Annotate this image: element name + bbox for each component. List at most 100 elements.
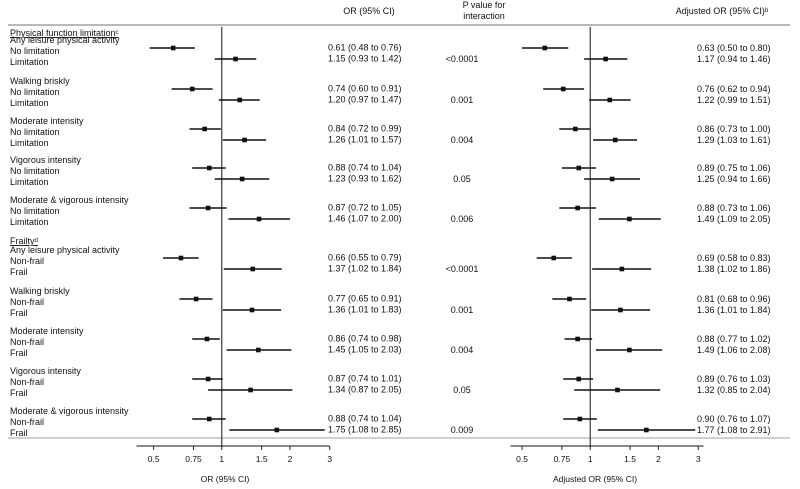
or-value: 1.36 (1.01 to 1.83) [328, 305, 402, 315]
point-estimate-right [576, 165, 582, 171]
point-estimate-left [193, 296, 199, 302]
point-estimate-left [205, 376, 211, 382]
row-label: Limitation [10, 57, 49, 67]
p-value: 0.05 [453, 385, 471, 395]
right-tick-label: 0.5 [516, 454, 528, 464]
point-estimate-right [615, 387, 620, 393]
p-value: <0.0001 [446, 264, 479, 274]
point-estimate-left [239, 176, 245, 182]
or-value: 1.20 (0.97 to 1.47) [328, 95, 402, 105]
point-estimate-right [575, 336, 580, 342]
adjusted-or-value: 0.76 (0.62 to 0.94) [697, 84, 771, 94]
point-estimate-left [249, 307, 255, 313]
p-value: 0.004 [451, 345, 474, 355]
adjusted-or-value: 1.49 (1.06 to 2.08) [697, 345, 771, 355]
right-tick-label: 2 [656, 454, 661, 464]
point-estimate-left [206, 416, 212, 422]
left-tick-label: 2 [288, 454, 293, 464]
or-value: 0.66 (0.55 to 0.79) [328, 253, 402, 263]
point-estimate-right [609, 176, 615, 182]
or-value: 1.46 (1.07 to 2.00) [328, 214, 402, 224]
adjusted-or-value: 0.89 (0.75 to 1.06) [697, 163, 771, 173]
point-estimate-left [248, 387, 253, 393]
or-value: 1.26 (1.01 to 1.57) [328, 135, 402, 145]
point-estimate-right [607, 97, 613, 103]
point-estimate-left [256, 216, 262, 222]
or-value: 0.86 (0.74 to 0.98) [328, 334, 402, 344]
adjusted-or-value: 0.88 (0.77 to 1.02) [697, 334, 771, 344]
point-estimate-left [202, 126, 207, 132]
point-estimate-right [627, 347, 632, 353]
or-value: 1.37 (1.02 to 1.84) [328, 264, 402, 274]
row-label: Limitation [10, 217, 49, 227]
p-value: 0.006 [451, 214, 474, 224]
or-value: 1.23 (0.93 to 1.62) [328, 174, 402, 184]
point-estimate-right [576, 376, 582, 382]
or-value: 0.84 (0.72 to 0.99) [328, 124, 402, 134]
row-label: No limitation [10, 127, 60, 137]
row-label: Non-frail [10, 337, 44, 347]
or-value: 1.75 (1.08 to 2.85) [328, 425, 402, 435]
point-estimate-right [612, 137, 618, 143]
or-value: 1.15 (0.93 to 1.42) [328, 54, 402, 64]
point-estimate-left [274, 427, 280, 433]
point-estimate-right [560, 86, 566, 92]
row-label: Frail [10, 428, 28, 438]
p-column-header-line2: interaction [463, 11, 505, 21]
row-label: No limitation [10, 206, 60, 216]
or-value: 1.45 (1.05 to 2.03) [328, 345, 402, 355]
adjusted-or-value: 1.36 (1.01 to 1.84) [697, 305, 771, 315]
point-estimate-right [627, 216, 632, 222]
group-label: Vigorous intensity [10, 366, 81, 376]
group-label: Vigorous intensity [10, 155, 81, 165]
group-label: Any leisure physical activity [10, 245, 120, 255]
point-estimate-left [204, 336, 210, 342]
point-estimate-left [256, 347, 261, 353]
row-label: Frail [10, 308, 28, 318]
or-value: 0.87 (0.72 to 1.05) [328, 203, 402, 213]
left-tick-label: 0.75 [185, 454, 202, 464]
section-title: Physical function limitationᶜ [10, 28, 119, 38]
adjusted-or-value: 1.38 (1.02 to 1.86) [697, 264, 771, 274]
row-label: Non-frail [10, 377, 44, 387]
adjusted-or-value: 1.17 (0.94 to 1.46) [697, 54, 771, 64]
adjusted-or-value: 0.88 (0.73 to 1.06) [697, 203, 771, 213]
p-value: 0.05 [453, 174, 471, 184]
adjusted-or-value: 1.22 (0.99 to 1.51) [697, 95, 771, 105]
left-axis-label: OR (95% CI) [201, 474, 250, 484]
adjusted-or-value: 0.63 (0.50 to 0.80) [697, 43, 771, 53]
right-tick-label: 1 [588, 454, 593, 464]
right-axis-label: Adjusted OR (95% CI) [553, 474, 637, 484]
or-value: 0.87 (0.74 to 1.01) [328, 374, 402, 384]
row-label: Non-frail [10, 417, 44, 427]
adjusted-or-value: 1.49 (1.09 to 2.05) [697, 214, 771, 224]
point-estimate-left [178, 255, 184, 261]
right-tick-label: 3 [696, 454, 701, 464]
p-column-header: P value for [463, 0, 506, 10]
point-estimate-left [233, 56, 238, 62]
adjusted-or-column-header: Adjusted OR (95% CI)ᵇ [676, 6, 769, 16]
point-estimate-left [242, 137, 247, 143]
left-tick-label: 1 [219, 454, 224, 464]
adjusted-or-value: 0.81 (0.68 to 0.96) [697, 294, 771, 304]
left-tick-label: 0.5 [148, 454, 160, 464]
adjusted-or-value: 0.69 (0.58 to 0.83) [697, 253, 771, 263]
row-label: No limitation [10, 87, 60, 97]
adjusted-or-value: 0.90 (0.76 to 1.07) [697, 414, 771, 424]
point-estimate-right [577, 416, 583, 422]
left-tick-label: 1.5 [256, 454, 268, 464]
point-estimate-left [205, 205, 211, 211]
point-estimate-right [644, 427, 649, 433]
or-value: 1.34 (0.87 to 2.05) [328, 385, 402, 395]
point-estimate-left [206, 165, 212, 171]
row-label: Non-frail [10, 256, 44, 266]
row-label: Frail [10, 348, 28, 358]
row-label: Frail [10, 267, 28, 277]
p-value: <0.0001 [446, 54, 479, 64]
point-estimate-right [551, 255, 557, 261]
or-value: 0.88 (0.74 to 1.04) [328, 163, 402, 173]
row-label: No limitation [10, 46, 60, 56]
group-label: Walking briskly [10, 286, 70, 296]
p-value: 0.004 [451, 135, 474, 145]
section-title: Frailtyᵈ [10, 236, 38, 246]
